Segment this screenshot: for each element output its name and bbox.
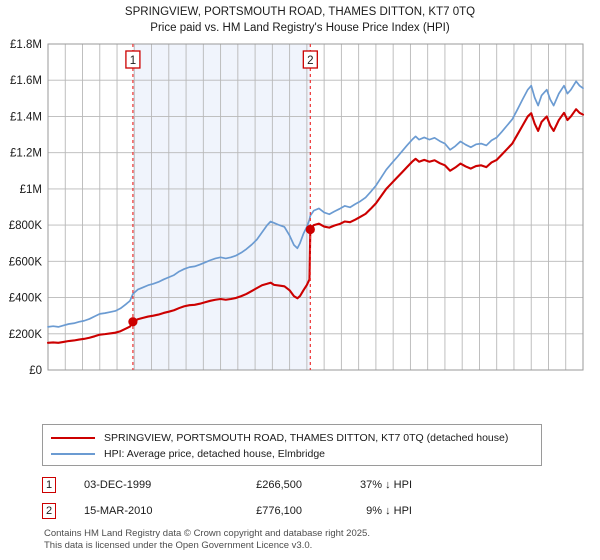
series-line-property (46, 108, 585, 344)
marker-badge-label-2: 2 (307, 55, 313, 67)
y-axis-tick-label: £1.6M (10, 75, 42, 87)
transaction-badge-2: 2 (42, 503, 56, 519)
chart-title-line1: SPRINGVIEW, PORTSMOUTH ROAD, THAMES DITT… (124, 6, 476, 18)
legend-swatch-property (51, 437, 95, 439)
chart-plot-area: £0 £200K £400K £600K £800K £1M £1.2M £1.4M £1.6M… (0, 38, 600, 378)
page-title: SPRINGVIEW, PORTSMOUTH ROAD, THAMES DITT… (0, 4, 600, 36)
x-axis-tick-label: 2014 (371, 377, 383, 378)
transactions-table: 1 03-DEC-1999 £266,500 37% ↓ HPI 2 15-MA… (42, 472, 562, 524)
transaction-price-1: £266,500 (256, 479, 302, 491)
legend-label-property: SPRINGVIEW, PORTSMOUTH ROAD, THAMES DITT… (104, 432, 509, 444)
y-axis-tick-label: £1.4M (10, 111, 42, 123)
legend-item-property: SPRINGVIEW, PORTSMOUTH ROAD, THAMES DITT… (51, 430, 533, 446)
y-axis-tick-label: £1.8M (10, 39, 42, 51)
footer-line1: Contains HM Land Registry data © Crown c… (44, 528, 370, 539)
table-row[interactable]: 1 03-DEC-1999 £266,500 37% ↓ HPI (42, 472, 562, 498)
marker-dot-2[interactable] (305, 224, 315, 235)
legend-item-hpi: HPI: Average price, detached house, Elmb… (51, 446, 533, 462)
transaction-hpi-delta-1: 37% ↓ HPI (360, 479, 412, 491)
footer-line2: This data is licensed under the Open Gov… (44, 539, 313, 551)
x-axis-tick-label: 2004 (198, 377, 210, 378)
copyright-footer: Contains HM Land Registry data © Crown c… (44, 528, 584, 551)
y-axis-tick-label: £600K (9, 256, 43, 268)
legend-swatch-hpi (51, 453, 95, 455)
y-axis-tick-label: £800K (9, 220, 43, 232)
marker-badge-label-1: 1 (130, 55, 136, 67)
series-line-hpi (47, 80, 584, 328)
plot-frame (47, 43, 584, 371)
chart-legend: SPRINGVIEW, PORTSMOUTH ROAD, THAMES DITT… (42, 424, 542, 466)
y-axis-tick-label: £0 (29, 365, 42, 377)
y-axis-tick-label: £1.2M (10, 148, 42, 160)
table-row[interactable]: 2 15-MAR-2010 £776,100 9% ↓ HPI (42, 498, 562, 524)
transaction-badge-1: 1 (42, 477, 56, 493)
marker-badge-1[interactable] (125, 50, 141, 69)
transaction-date-1: 03-DEC-1999 (84, 479, 152, 491)
y-axis-tick-label: £400K (9, 293, 43, 305)
transaction-hpi-delta-2: 9% ↓ HPI (366, 505, 412, 517)
marker-badge-2[interactable] (302, 50, 318, 69)
transaction-date-2: 15-MAR-2010 (84, 505, 153, 517)
y-axis-tick-label: £200K (9, 329, 43, 341)
x-axis-tick-label: 2024 (543, 377, 555, 378)
transaction-price-2: £776,100 (256, 505, 302, 517)
y-axis-tick-label: £1M (20, 184, 42, 196)
chart-title-line2: Price paid vs. HM Land Registry's House … (150, 22, 450, 34)
price-history-chart: £0 £200K £400K £600K £800K £1M £1.2M £1.4M £1.6M… (9, 39, 585, 378)
ownership-period-band (132, 44, 311, 370)
marker-dot-1[interactable] (128, 317, 138, 327)
legend-label-hpi: HPI: Average price, detached house, Elmb… (104, 448, 326, 460)
